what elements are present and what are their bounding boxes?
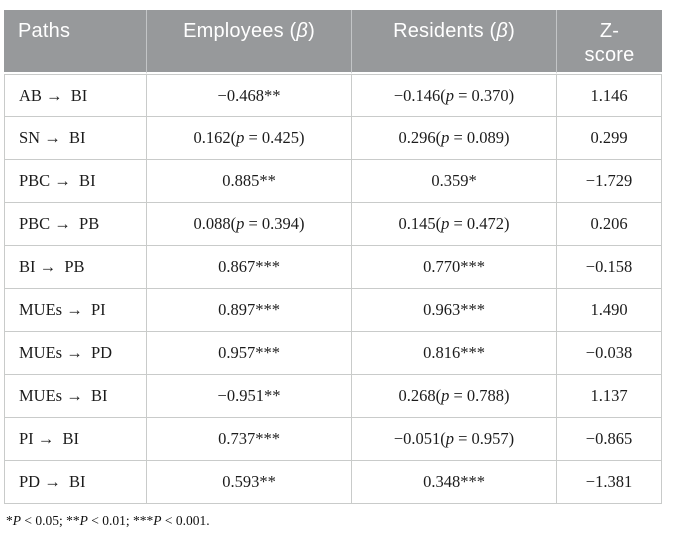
col-header-employees: Employees (β) (147, 10, 352, 74)
col-header-residents: Residents (β) (352, 10, 557, 74)
col-header-paths: Paths (4, 10, 147, 74)
table-row: PBC → BI 0.885** 0.359* −1.729 (4, 160, 662, 203)
beta-symbol: β (296, 20, 309, 42)
employees-beta-cell: 0.867*** (147, 246, 352, 289)
employees-beta-cell: 0.162(p = 0.425) (147, 117, 352, 160)
beta-symbol: β (496, 20, 509, 42)
employees-beta-cell: 0.593** (147, 461, 352, 504)
path-cell: AB → BI (4, 74, 147, 117)
residents-beta-cell: 0.145(p = 0.472) (352, 203, 557, 246)
employees-beta-cell: −0.468** (147, 74, 352, 117)
residents-beta-cell: 0.770*** (352, 246, 557, 289)
z-score-cell: 1.146 (557, 74, 662, 117)
table-row: MUEs → PD 0.957*** 0.816*** −0.038 (4, 332, 662, 375)
table-row: MUEs → PI 0.897*** 0.963*** 1.490 (4, 289, 662, 332)
col-header-employees-label: Employees ( (183, 20, 297, 42)
z-score-cell: −0.038 (557, 332, 662, 375)
col-header-residents-paren: ) (508, 20, 515, 42)
employees-beta-cell: 0.897*** (147, 289, 352, 332)
employees-beta-cell: 0.088(p = 0.394) (147, 203, 352, 246)
table-footnote: *P < 0.05; **P < 0.01; ***P < 0.001. (6, 513, 210, 528)
table-row: PI → BI 0.737*** −0.051(p = 0.957) −0.865 (4, 418, 662, 461)
z-score-cell: −1.729 (557, 160, 662, 203)
employees-beta-cell: 0.737*** (147, 418, 352, 461)
table-row: BI → PB 0.867*** 0.770*** −0.158 (4, 246, 662, 289)
employees-beta-cell: 0.957*** (147, 332, 352, 375)
col-header-zscore-label: score (584, 43, 635, 66)
path-cell: PI → BI (4, 418, 147, 461)
col-header-employees-paren: ) (308, 20, 315, 42)
residents-beta-cell: −0.051(p = 0.957) (352, 418, 557, 461)
path-cell: MUEs → BI (4, 375, 147, 418)
table-row: MUEs → BI −0.951** 0.268(p = 0.788) 1.137 (4, 375, 662, 418)
path-cell: PBC → BI (4, 160, 147, 203)
table-row: SN → BI 0.162(p = 0.425) 0.296(p = 0.089) 0… (4, 117, 662, 160)
table-body: AB → BI −0.468** −0.146(p = 0.370) 1.146 SN … (4, 74, 662, 504)
residents-beta-cell: 0.348*** (352, 461, 557, 504)
residents-beta-cell: 0.359* (352, 160, 557, 203)
employees-beta-cell: −0.951** (147, 375, 352, 418)
z-score-cell: 0.299 (557, 117, 662, 160)
z-symbol: Z- (599, 20, 620, 42)
col-header-zscore: Z- score (557, 10, 662, 74)
header-row: Paths Employees (β) Residents (β) Z- sco… (4, 10, 662, 74)
path-cell: PD → BI (4, 461, 147, 504)
path-cell: BI → PB (4, 246, 147, 289)
col-header-residents-label: Residents ( (393, 20, 497, 42)
employees-beta-cell: 0.885** (147, 160, 352, 203)
path-cell: SN → BI (4, 117, 147, 160)
path-analysis-table: Paths Employees (β) Residents (β) Z- sco… (4, 10, 662, 504)
table-row: PBC → PB 0.088(p = 0.394) 0.145(p = 0.472)… (4, 203, 662, 246)
table-row: AB → BI −0.468** −0.146(p = 0.370) 1.146 (4, 74, 662, 117)
z-score-cell: 1.137 (557, 375, 662, 418)
path-cell: MUEs → PD (4, 332, 147, 375)
path-cell: MUEs → PI (4, 289, 147, 332)
col-header-paths-label: Paths (18, 20, 71, 42)
z-score-cell: −1.381 (557, 461, 662, 504)
path-cell: PBC → PB (4, 203, 147, 246)
residents-beta-cell: −0.146(p = 0.370) (352, 74, 557, 117)
residents-beta-cell: 0.816*** (352, 332, 557, 375)
residents-beta-cell: 0.268(p = 0.788) (352, 375, 557, 418)
table-row: PD → BI 0.593** 0.348*** −1.381 (4, 461, 662, 504)
residents-beta-cell: 0.963*** (352, 289, 557, 332)
z-score-cell: 0.206 (557, 203, 662, 246)
residents-beta-cell: 0.296(p = 0.089) (352, 117, 557, 160)
z-score-cell: −0.158 (557, 246, 662, 289)
z-score-cell: 1.490 (557, 289, 662, 332)
z-score-cell: −0.865 (557, 418, 662, 461)
